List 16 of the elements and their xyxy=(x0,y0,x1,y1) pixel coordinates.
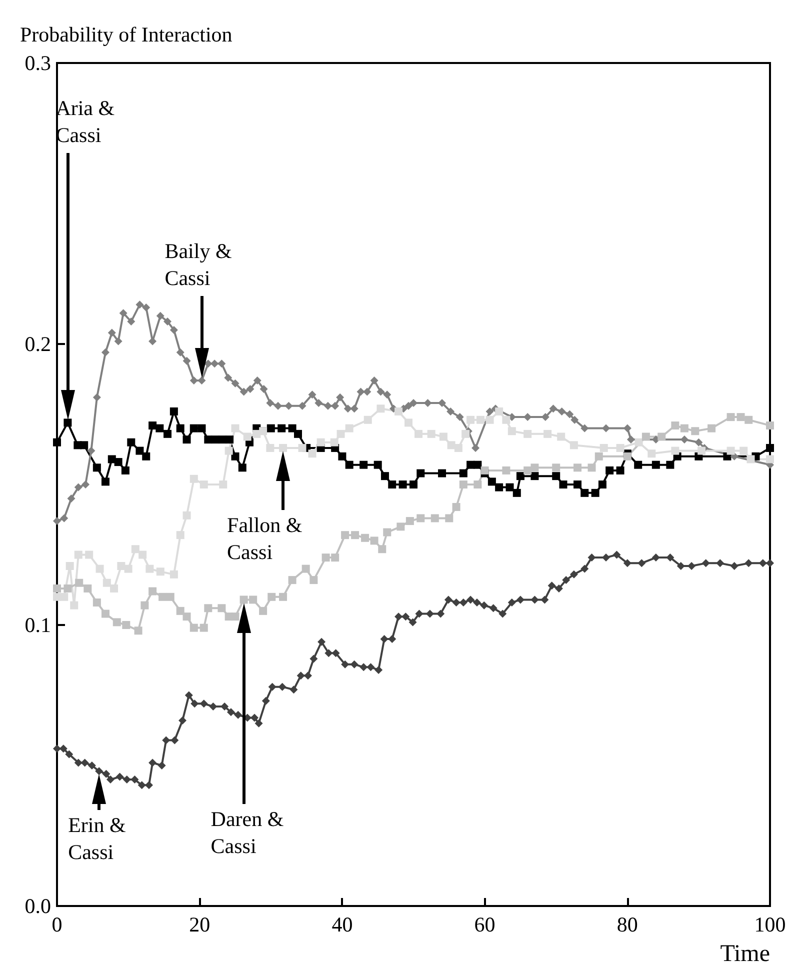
annotation: Baily & Cassi xyxy=(164,238,233,292)
y-tick-label: 0.2 xyxy=(24,332,51,356)
x-tick-label: 100 xyxy=(754,912,786,936)
y-tick-label: 0.1 xyxy=(24,613,51,637)
annotation: Erin & Cassi xyxy=(68,812,127,866)
x-tick-label: 20 xyxy=(189,912,210,936)
x-tick-label: 40 xyxy=(332,912,353,936)
y-tick-label: 0.0 xyxy=(24,894,51,918)
annotation: Daren & Cassi xyxy=(210,806,285,860)
x-tick-label: 0 xyxy=(52,912,62,936)
y-axis-title: Probability of Interaction xyxy=(20,22,233,46)
x-axis-title: Time xyxy=(720,941,770,967)
annotation: Fallon & Cassi xyxy=(227,512,304,566)
x-tick-label: 60 xyxy=(474,912,496,936)
x-tick-label: 80 xyxy=(616,912,638,936)
y-tick-label: 0.3 xyxy=(24,51,51,75)
